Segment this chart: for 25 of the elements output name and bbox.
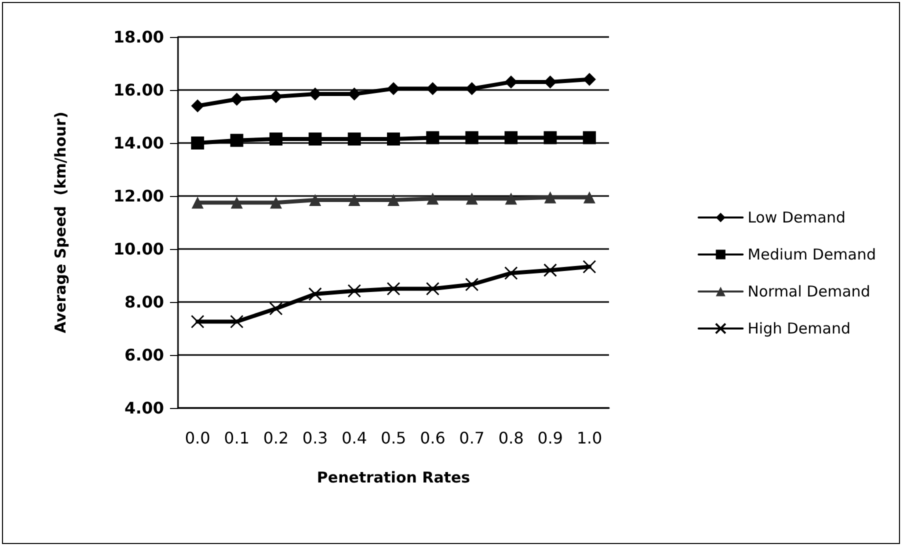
y-tick-label: 10.00 [113, 240, 164, 258]
legend-label: Normal Demand [748, 282, 870, 300]
x-tick-label: 0.7 [459, 428, 485, 448]
x-tick-label: 0.6 [420, 428, 446, 448]
legend-label: High Demand [748, 320, 851, 338]
legend-label: Medium Demand [748, 246, 876, 264]
x-axis-title: Penetration Rates [316, 468, 470, 486]
y-tick-label: 8.00 [124, 292, 164, 312]
x-tick-label: 0.3 [302, 428, 328, 448]
x-tick-label: 0.0 [184, 428, 210, 448]
x-tick-label: 0.4 [342, 428, 368, 448]
x-tick-label: 0.1 [224, 428, 250, 448]
x-tick-label: 0.9 [538, 428, 563, 448]
x-tick-label: 0.8 [498, 428, 524, 448]
y-tick-label: 12.00 [113, 186, 164, 206]
y-axis-title: Average Speed (km/hour) [52, 112, 70, 334]
x-tick-label: 1.0 [576, 428, 602, 448]
legend-label: Low Demand [748, 208, 846, 226]
y-tick-label: 16.00 [113, 80, 164, 100]
x-tick-label: 0.2 [263, 428, 289, 448]
x-tick-label: 0.5 [380, 428, 406, 448]
y-tick-label: 6.00 [124, 346, 164, 364]
y-tick-label: 14.00 [113, 134, 164, 152]
y-tick-label: 4.00 [124, 398, 164, 418]
y-tick-label: 18.00 [113, 28, 164, 46]
